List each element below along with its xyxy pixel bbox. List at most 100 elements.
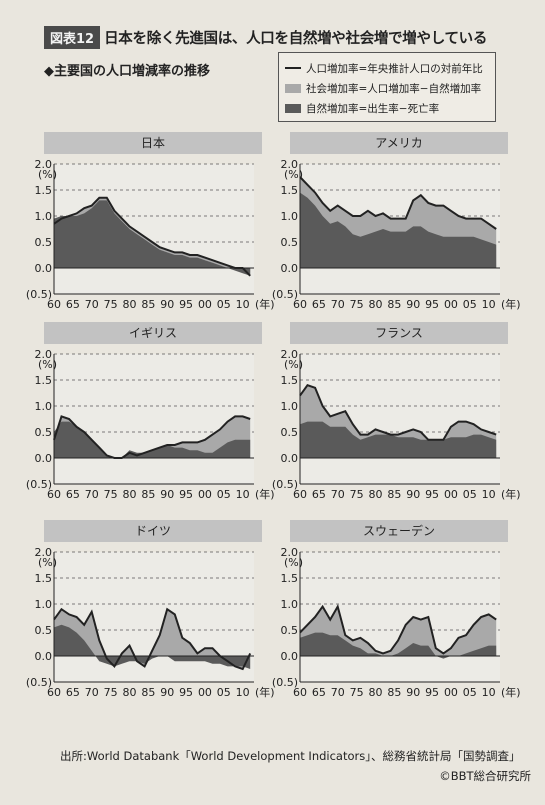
chart-title-bar bbox=[290, 322, 508, 344]
x-tick-label: 80 bbox=[368, 488, 382, 501]
y-tick-label: 0.0 bbox=[35, 650, 53, 663]
y-tick-label: 2.0 bbox=[35, 158, 53, 171]
x-tick-label: 05 bbox=[217, 686, 231, 699]
x-tick-label: 00 bbox=[444, 298, 458, 311]
x-tick-label: 95 bbox=[425, 686, 439, 699]
x-tick-label: 75 bbox=[350, 488, 364, 501]
y-tick-label: 0.5 bbox=[35, 426, 53, 439]
figure-subtitle: ◆主要国の人口増減率の推移 bbox=[44, 64, 210, 79]
plot-area bbox=[300, 552, 500, 682]
y-tick-label: 0.0 bbox=[281, 650, 299, 663]
x-unit-label: (年) bbox=[501, 487, 521, 501]
y-tick-label: 1.5 bbox=[35, 184, 53, 197]
x-tick-label: 85 bbox=[141, 488, 155, 501]
y-tick-label: (0.5) bbox=[26, 676, 52, 689]
chart-title-bar bbox=[44, 132, 262, 154]
y-tick-label: 1.5 bbox=[281, 572, 299, 585]
x-tick-label: 75 bbox=[104, 298, 118, 311]
x-tick-label: 90 bbox=[160, 686, 174, 699]
x-tick-label: 80 bbox=[122, 686, 136, 699]
x-tick-label: 00 bbox=[444, 488, 458, 501]
x-unit-label: (年) bbox=[255, 297, 275, 311]
y-tick-label: 1.0 bbox=[281, 400, 299, 413]
x-tick-label: 05 bbox=[463, 298, 477, 311]
chart-title: ドイツ bbox=[135, 524, 171, 538]
x-unit-label: (年) bbox=[501, 297, 521, 311]
x-tick-label: 75 bbox=[350, 686, 364, 699]
x-tick-label: 10 bbox=[482, 488, 496, 501]
chart-title-bar bbox=[290, 520, 508, 542]
area-natural-growth bbox=[54, 200, 251, 276]
y-tick-label: 2.0 bbox=[35, 348, 53, 361]
line-population-growth bbox=[299, 384, 497, 441]
y-tick-label: (0.5) bbox=[272, 288, 298, 301]
legend-item-population-growth: 人口増加率=年央推計人口の対前年比 bbox=[285, 58, 489, 78]
x-tick-label: 80 bbox=[122, 488, 136, 501]
x-tick-label: 60 bbox=[293, 298, 307, 311]
y-tick-label: 0.5 bbox=[281, 426, 299, 439]
area-social-growth bbox=[54, 609, 251, 669]
x-tick-label: 75 bbox=[104, 488, 118, 501]
line-population-growth bbox=[53, 196, 251, 277]
y-tick-label: 1.5 bbox=[281, 374, 299, 387]
legend-item-natural-growth: 自然増加率=出生率−死亡率 bbox=[285, 98, 489, 118]
x-tick-label: 65 bbox=[66, 298, 80, 311]
x-tick-label: 65 bbox=[312, 298, 326, 311]
chart-panel: 日本 2.0 1.5 1.0 0.5 0.0 (0.5) (%) 60 65 70 75 80 85 90 9… bbox=[26, 132, 275, 311]
x-tick-label: 60 bbox=[47, 686, 61, 699]
area-natural-growth bbox=[54, 624, 251, 669]
copyright: ©BBT総合研究所 bbox=[439, 769, 531, 783]
x-tick-label: 60 bbox=[47, 488, 61, 501]
x-tick-label: 05 bbox=[463, 488, 477, 501]
y-unit-label: (%) bbox=[38, 358, 57, 371]
x-tick-label: 75 bbox=[350, 298, 364, 311]
legend-swatch-light bbox=[285, 83, 301, 93]
x-tick-label: 85 bbox=[387, 488, 401, 501]
y-tick-label: 1.5 bbox=[35, 374, 53, 387]
x-tick-label: 90 bbox=[406, 298, 420, 311]
x-tick-label: 80 bbox=[368, 686, 382, 699]
x-tick-label: 90 bbox=[406, 686, 420, 699]
y-tick-label: 0.5 bbox=[35, 624, 53, 637]
x-tick-label: 05 bbox=[463, 686, 477, 699]
x-tick-label: 90 bbox=[160, 298, 174, 311]
y-tick-label: 1.5 bbox=[35, 572, 53, 585]
chart-panel: アメリカ 2.0 1.5 1.0 0.5 0.0 (0.5) (%) 60 65 70 75 80 85 9… bbox=[272, 132, 521, 311]
x-tick-label: 90 bbox=[406, 488, 420, 501]
x-tick-label: 70 bbox=[331, 686, 345, 699]
chart-panel: イギリス 2.0 1.5 1.0 0.5 0.0 (0.5) (%) 60 65 70 75 80 85 9… bbox=[26, 322, 275, 501]
figure-header: 図表12 日本を除く先進国は、人口を自然増や社会増で増やしている bbox=[44, 26, 524, 49]
y-unit-label: (%) bbox=[38, 168, 57, 181]
chart-panel: ドイツ 2.0 1.5 1.0 0.5 0.0 (0.5) (%) 60 65 70 75 80 85 90… bbox=[26, 520, 275, 699]
x-tick-label: 00 bbox=[198, 298, 212, 311]
legend-swatch-dark bbox=[285, 103, 301, 113]
line-population-growth bbox=[53, 415, 251, 459]
x-tick-label: 05 bbox=[217, 488, 231, 501]
legend-label: 人口増加率=年央推計人口の対前年比 bbox=[306, 62, 483, 75]
legend-swatch-line bbox=[285, 66, 301, 70]
x-tick-label: 60 bbox=[47, 298, 61, 311]
x-tick-label: 10 bbox=[482, 686, 496, 699]
x-tick-label: 65 bbox=[66, 488, 80, 501]
y-tick-label: 0.5 bbox=[281, 624, 299, 637]
x-tick-label: 00 bbox=[444, 686, 458, 699]
x-tick-label: 95 bbox=[179, 298, 193, 311]
area-natural-growth bbox=[300, 421, 497, 458]
x-tick-label: 10 bbox=[482, 298, 496, 311]
y-unit-label: (%) bbox=[284, 358, 303, 371]
x-tick-label: 70 bbox=[85, 298, 99, 311]
y-tick-label: (0.5) bbox=[272, 676, 298, 689]
y-unit-label: (%) bbox=[284, 556, 303, 569]
x-tick-label: 70 bbox=[331, 488, 345, 501]
line-population-growth bbox=[299, 176, 497, 230]
x-tick-label: 95 bbox=[425, 488, 439, 501]
chart-title: スウェーデン bbox=[363, 523, 435, 538]
figure-title: 日本を除く先進国は、人口を自然増や社会増で増やしている bbox=[104, 31, 488, 47]
x-tick-label: 70 bbox=[331, 298, 345, 311]
x-tick-label: 85 bbox=[387, 686, 401, 699]
y-tick-label: 0.0 bbox=[281, 452, 299, 465]
area-social-growth bbox=[54, 416, 251, 458]
x-tick-label: 60 bbox=[293, 686, 307, 699]
chart-title: アメリカ bbox=[375, 136, 422, 150]
